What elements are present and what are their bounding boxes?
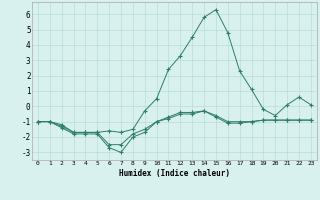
- X-axis label: Humidex (Indice chaleur): Humidex (Indice chaleur): [119, 169, 230, 178]
